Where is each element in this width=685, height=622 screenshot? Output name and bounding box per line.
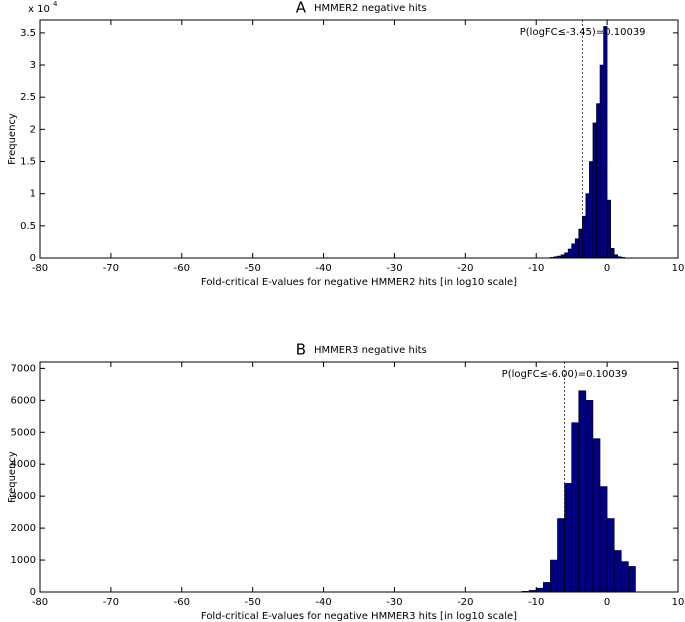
- y-tick-label: 3.5: [20, 28, 36, 39]
- histogram-bar: [557, 255, 562, 259]
- y-tick-label: 7000: [11, 363, 36, 374]
- y-tick-label: 1: [30, 189, 36, 200]
- histogram-bar: [528, 590, 537, 593]
- y-tick-label: 5000: [11, 427, 36, 438]
- y-tick-label: 0: [30, 253, 36, 264]
- plot-area: [39, 19, 679, 259]
- x-tick-label: -50: [244, 597, 260, 608]
- y-tick-label: 2: [30, 124, 36, 135]
- y-tick-label: 6000: [11, 395, 36, 406]
- x-tick-label: -30: [386, 597, 402, 608]
- x-tick-label: 10: [672, 597, 685, 608]
- histogram-bar: [574, 238, 580, 259]
- chart-title: HMMER3 negative hits: [314, 345, 427, 356]
- y-tick-label: 0: [30, 587, 36, 598]
- histogram-bar: [628, 566, 636, 593]
- panel-letter: B: [296, 341, 306, 359]
- histogram-bar: [589, 161, 594, 259]
- y-multiplier-exponent: 4: [53, 0, 58, 8]
- histogram-bar: [599, 486, 608, 593]
- x-tick-label: -10: [528, 597, 544, 608]
- x-tick-label: -10: [528, 263, 544, 274]
- histogram-bar: [603, 26, 608, 259]
- x-tick-label: -70: [103, 263, 119, 274]
- x-tick-label: -30: [386, 263, 402, 274]
- histogram-bar: [610, 248, 615, 259]
- x-tick-label: 10: [672, 263, 685, 274]
- histogram-bar: [564, 483, 572, 593]
- x-tick-label: -80: [32, 597, 48, 608]
- histogram-bar: [578, 390, 587, 593]
- histogram-bar: [543, 582, 551, 593]
- x-axis-label: Fold-critical E-values for negative HMME…: [201, 277, 517, 288]
- histogram-bar: [617, 256, 622, 259]
- histogram-bar: [550, 257, 555, 259]
- x-axis-label: Fold-critical E-values for negative HMME…: [201, 611, 517, 622]
- histogram-bar: [592, 438, 601, 593]
- histogram-bar: [550, 559, 558, 593]
- x-tick-label: -20: [457, 263, 473, 274]
- y-tick-label: 1000: [11, 555, 36, 566]
- histogram-bar: [606, 518, 615, 593]
- histogram-bar: [585, 400, 594, 593]
- annotation: P(logFC≤-3.45)=0.10039: [520, 27, 646, 38]
- x-tick-label: -40: [315, 263, 331, 274]
- x-tick-label: -20: [457, 597, 473, 608]
- histogram-bar: [613, 550, 622, 593]
- histogram-bar: [564, 252, 569, 259]
- histogram-bar: [560, 254, 565, 259]
- histogram-bar: [596, 103, 601, 259]
- y-tick-label: 0.5: [20, 221, 36, 232]
- y-tick-label: 2000: [11, 523, 36, 534]
- histogram-bar: [571, 243, 576, 259]
- x-tick-label: 0: [604, 263, 610, 274]
- histogram-bar: [553, 256, 558, 259]
- y-tick-label: 3: [30, 60, 36, 71]
- x-tick-label: -60: [174, 263, 190, 274]
- y-multiplier: x 10: [28, 4, 50, 15]
- histogram-bar: [521, 591, 530, 593]
- histogram-bar: [613, 254, 619, 259]
- y-axis-label: Frequency: [7, 113, 18, 165]
- annotation: P(logFC≤-6.00)=0.10039: [502, 369, 628, 380]
- histogram-bar: [571, 422, 580, 593]
- y-tick-label: 2.5: [20, 92, 36, 103]
- x-tick-label: -60: [174, 597, 190, 608]
- panel-letter: A: [296, 0, 307, 17]
- histogram-bar: [620, 257, 626, 259]
- histogram-bar: [578, 228, 583, 259]
- x-tick-label: -80: [32, 263, 48, 274]
- x-tick-label: -70: [103, 597, 119, 608]
- x-tick-label: -40: [315, 597, 331, 608]
- histogram-bar: [606, 199, 611, 259]
- y-tick-label: 4000: [11, 459, 36, 470]
- histogram-bar: [620, 561, 629, 593]
- y-tick-label: 1.5: [20, 157, 36, 168]
- histogram-bar: [599, 64, 604, 259]
- x-tick-label: -50: [244, 263, 260, 274]
- y-tick-label: 3000: [11, 491, 36, 502]
- histogram-bar: [592, 122, 597, 259]
- y-axis-label: Frequency: [7, 451, 18, 503]
- histogram-bar: [567, 248, 572, 259]
- histogram-bar: [585, 193, 590, 259]
- chart-title: HMMER2 negative hits: [314, 3, 427, 14]
- x-tick-label: 0: [604, 597, 610, 608]
- histogram-bar: [557, 518, 565, 593]
- histogram-bar: [535, 587, 544, 593]
